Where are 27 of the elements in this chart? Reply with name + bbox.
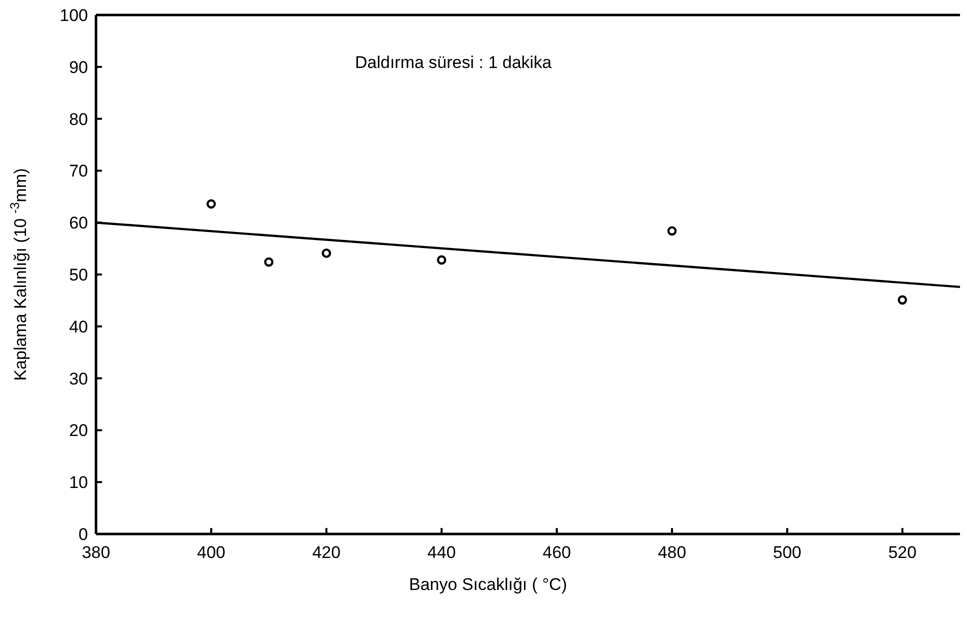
y-tick-label: 10 (69, 473, 88, 492)
y-tick-label: 80 (69, 110, 88, 129)
y-tick-label: 20 (69, 421, 88, 440)
x-axis-title: Banyo Sıcaklığı ( °C) (409, 575, 567, 594)
point (206, 199, 216, 209)
point (436, 255, 446, 265)
x-tick-label: 440 (427, 543, 456, 562)
y-tick-label: 60 (69, 214, 88, 233)
x-tick-label: 400 (197, 543, 226, 562)
y-tick-label: 0 (78, 525, 88, 544)
point (898, 295, 908, 305)
x-tick-label: 500 (773, 543, 802, 562)
y-tick-label: 90 (69, 58, 88, 77)
y-tick-label: 50 (69, 266, 88, 284)
y-tick-label: 30 (69, 369, 88, 388)
y-tick-label: 100 (60, 6, 88, 25)
annotation: Daldırma süresi : 1 dakika (355, 53, 552, 72)
point (667, 226, 677, 236)
x-tick-label: 520 (888, 543, 917, 562)
x-tick-label: 460 (542, 543, 571, 562)
x-tick-label: 480 (658, 543, 686, 562)
point (264, 257, 274, 267)
x-tick-label: 380 (82, 543, 110, 562)
point (322, 248, 332, 258)
x-tick-label: 420 (312, 543, 341, 562)
y-tick-label: 40 (69, 317, 88, 336)
y-tick-label: 70 (69, 162, 88, 181)
